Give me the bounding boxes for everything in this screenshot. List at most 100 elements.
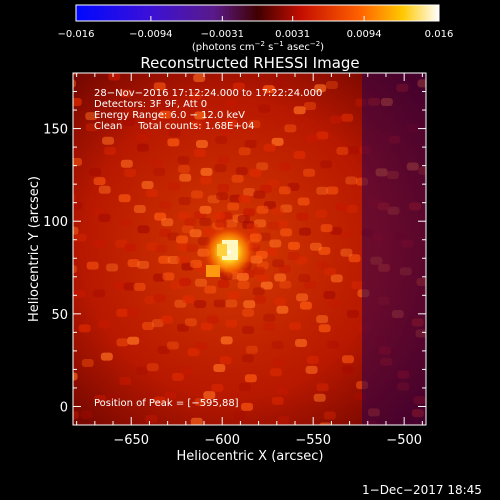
heatmap-texture: [278, 186, 291, 195]
heatmap-texture: [442, 248, 454, 256]
heatmap-texture: [180, 367, 193, 376]
heatmap-texture: [194, 111, 207, 120]
heatmap-texture: [438, 351, 450, 359]
heatmap-texture: [141, 181, 154, 190]
heatmap-texture: [323, 290, 336, 299]
heatmap-texture: [86, 261, 99, 270]
heatmap-texture: [336, 146, 349, 155]
heatmap-texture: [42, 23, 54, 31]
heatmap-texture: [106, 32, 118, 40]
heatmap-texture: [85, 112, 98, 121]
heatmap-texture: [137, 225, 150, 234]
heatmap-texture: [303, 168, 316, 177]
heatmap-texture: [194, 300, 207, 309]
heatmap-texture: [48, 332, 60, 340]
heatmap-texture: [189, 229, 202, 238]
heatmap-texture: [225, 99, 238, 108]
heatmap-texture: [120, 159, 133, 168]
heatmap-texture: [296, 212, 309, 221]
heatmap-texture: [53, 371, 65, 379]
heatmap-texture: [345, 204, 358, 213]
heatmap-texture: [101, 44, 113, 52]
heatmap-texture: [161, 315, 174, 324]
heatmap-texture: [151, 159, 164, 168]
heatmap-texture: [122, 118, 135, 127]
heatmap-texture: [493, 113, 500, 121]
heatmap-texture: [53, 297, 65, 305]
heatmap-texture: [3, 70, 15, 78]
heatmap-texture: [193, 73, 206, 82]
heatmap-texture: [136, 366, 149, 375]
heatmap-texture: [323, 267, 336, 276]
heatmap-texture: [14, 248, 26, 256]
heatmap-texture: [231, 174, 244, 183]
heatmap-texture: [439, 159, 451, 167]
x-tick-label: −500: [386, 433, 422, 448]
heatmap-texture: [178, 164, 191, 173]
heatmap-texture: [318, 472, 330, 480]
heatmap-texture: [103, 146, 116, 155]
heatmap-texture: [151, 319, 164, 328]
heatmap-texture: [306, 134, 319, 143]
heatmap-texture: [217, 155, 230, 164]
heatmap-texture: [167, 255, 180, 264]
heatmap-texture: [73, 265, 77, 274]
heatmap-texture: [155, 245, 168, 254]
axis-ticks: −650 −600 −550 −500 0 50 100 150: [43, 72, 426, 448]
heatmap-texture: [127, 259, 140, 268]
heatmap-texture: [238, 195, 251, 204]
heatmap-texture: [457, 361, 469, 369]
heatmap-texture: [155, 477, 167, 485]
heatmap-texture: [164, 391, 177, 400]
heatmap-texture: [116, 308, 129, 317]
heatmap-texture: [52, 52, 64, 60]
heatmap-texture: [194, 397, 207, 406]
heatmap-texture: [322, 452, 334, 460]
heatmap-texture: [202, 484, 214, 492]
heatmap-texture: [36, 384, 48, 392]
heatmap-texture: [206, 315, 219, 324]
heatmap-texture: [258, 104, 271, 113]
heatmap-texture: [262, 493, 274, 500]
heatmap-texture: [179, 173, 192, 182]
heatmap-texture: [475, 322, 487, 330]
heatmap-texture: [263, 143, 276, 152]
heatmap-texture: [346, 309, 359, 318]
colorbar-unit: (photons cm−2 s−1 asec−2): [192, 40, 324, 53]
heatmap-texture: [326, 490, 338, 498]
heatmap-texture: [146, 188, 159, 197]
heatmap-texture: [271, 207, 284, 216]
heatmap-texture: [153, 167, 166, 176]
heatmap-texture: [92, 450, 104, 458]
heatmap-texture: [182, 295, 195, 304]
heatmap-texture: [269, 464, 281, 472]
heatmap-texture: [309, 242, 322, 251]
heatmap-texture: [214, 164, 227, 173]
heatmap-texture: [17, 338, 29, 346]
heatmap-texture: [73, 193, 76, 202]
heatmap-texture: [309, 31, 321, 39]
heatmap-texture: [124, 168, 137, 177]
heatmap-texture: [241, 354, 254, 363]
heatmap-texture: [255, 250, 268, 259]
heatmap-texture: [340, 248, 353, 257]
x-tick-label: −600: [204, 433, 240, 448]
heatmap-texture: [73, 79, 77, 88]
heatmap-texture: [295, 338, 308, 347]
heatmap-texture: [434, 66, 446, 74]
heatmap-texture: [249, 168, 262, 177]
heatmap-texture: [277, 416, 290, 425]
heatmap-texture: [267, 221, 280, 230]
heatmap-texture: [262, 85, 275, 94]
x-tick-label: −550: [295, 433, 331, 448]
heatmap-texture: [272, 79, 285, 88]
heatmap-texture: [341, 113, 354, 122]
heatmap-texture: [274, 273, 287, 282]
heatmap-texture: [190, 417, 203, 425]
heatmap-texture: [153, 396, 166, 405]
heatmap-texture: [266, 247, 279, 256]
heatmap-texture: [256, 205, 269, 214]
heatmap-texture: [242, 308, 255, 317]
heatmap-texture: [211, 383, 224, 392]
heatmap-texture: [296, 293, 309, 302]
